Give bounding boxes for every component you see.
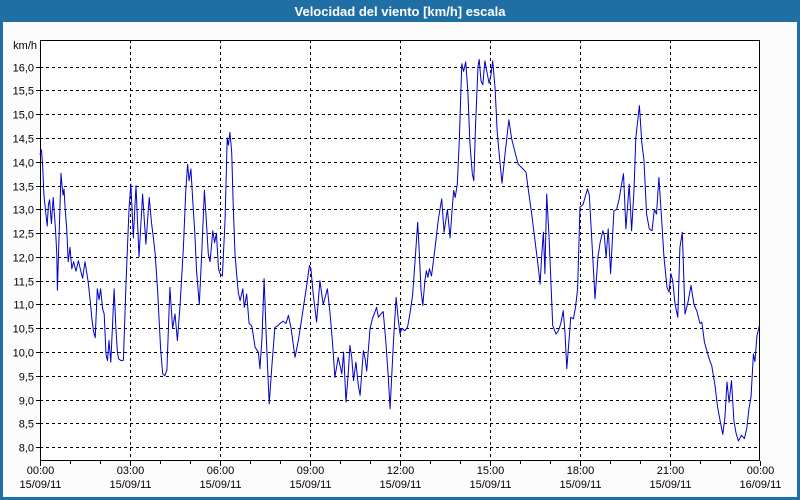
y-tick-label: 12,0 [13, 253, 34, 265]
y-tick-label: 9,0 [19, 396, 34, 408]
wind-speed-chart: 16,0 15,5 15,0 14,5 14,0 13,5 13,0 12,5 12,0 11,5… [13, 40, 782, 491]
y-tick-label: 10,0 [13, 348, 34, 360]
x-tick-time-label: 15:00 [477, 465, 505, 477]
y-tick-label: 11,0 [13, 300, 34, 312]
x-tick-date-label: 16/09/11 [739, 479, 781, 491]
window-titlebar: Velocidad del viento [km/h] escala [0, 0, 800, 22]
y-tick-label: 13,0 [13, 205, 34, 217]
x-tick-date-label: 15/09/11 [109, 479, 151, 491]
y-tick-label: 8,0 [19, 443, 34, 455]
y-tick-label: 16,0 [13, 63, 34, 75]
chart-panel: 16,0 15,5 15,0 14,5 14,0 13,5 13,0 12,5 12,0 11,5… [3, 22, 797, 497]
window-title: Velocidad del viento [km/h] escala [294, 3, 506, 19]
x-tick-time-label: 06:00 [207, 465, 235, 477]
x-tick-date-label: 15/09/11 [469, 479, 511, 491]
y-tick-label: 14,0 [13, 158, 34, 170]
x-tick-date-label: 15/09/11 [19, 479, 61, 491]
x-tick-time-label: 09:00 [297, 465, 325, 477]
wind-speed-line [39, 59, 760, 442]
y-tick-label: 13,5 [13, 182, 34, 194]
y-tick-label: 15,5 [13, 86, 34, 98]
y-tick-label: 10,5 [13, 324, 34, 336]
y-tick-label: 15,0 [13, 110, 34, 122]
x-tick-time-label: 00:00 [27, 465, 55, 477]
x-tick-time-label: 12:00 [387, 465, 415, 477]
x-tick-date-label: 15/09/11 [649, 479, 691, 491]
x-tick-date-label: 15/09/11 [559, 479, 601, 491]
x-tick-date-label: 15/09/11 [379, 479, 421, 491]
x-tick-time-label: 00:00 [747, 465, 775, 477]
plot-frame [40, 40, 760, 461]
y-tick-label: 14,5 [13, 134, 34, 146]
x-tick-time-label: 18:00 [567, 465, 595, 477]
y-axis-unit-label: km/h [13, 40, 37, 52]
y-tick-label: 11,5 [13, 277, 34, 289]
y-tick-label: 9,5 [19, 372, 34, 384]
x-tick-date-label: 15/09/11 [199, 479, 241, 491]
y-tick-label: 8,5 [19, 419, 34, 431]
x-tick-time-label: 03:00 [117, 465, 145, 477]
x-tick-date-label: 15/09/11 [289, 479, 331, 491]
x-tick-time-label: 21:00 [657, 465, 685, 477]
y-tick-label: 12,5 [13, 229, 34, 241]
